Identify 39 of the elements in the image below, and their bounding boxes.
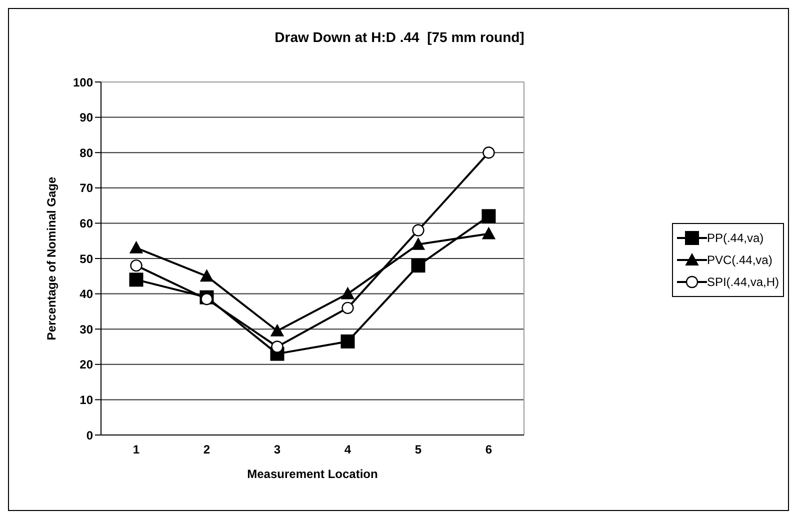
point xyxy=(482,146,495,159)
y-tick-label: 50 xyxy=(80,252,94,266)
point xyxy=(340,334,355,348)
point xyxy=(129,272,144,287)
y-tick-label: 30 xyxy=(80,322,94,336)
legend-label: PP(.44,va) xyxy=(706,230,764,244)
x-tick-label: 5 xyxy=(414,442,422,457)
x-tick-label: 3 xyxy=(274,442,281,457)
x-tick-label: 2 xyxy=(203,442,210,457)
x-tick-label: 1 xyxy=(132,442,140,457)
point xyxy=(200,270,214,282)
y-tick-label: 20 xyxy=(80,358,94,372)
point xyxy=(130,259,142,272)
legend-label: PVC(.44,va) xyxy=(706,252,772,266)
point xyxy=(411,258,426,273)
point xyxy=(130,241,143,254)
y-tick-label: 70 xyxy=(80,181,94,196)
point xyxy=(412,238,425,250)
y-tick-label: 100 xyxy=(72,75,94,90)
x-axis-title: Measurement Location xyxy=(247,467,378,481)
legend-label: SPI(.44,va,H) xyxy=(706,274,779,288)
point xyxy=(412,224,424,236)
y-tick-label: 60 xyxy=(80,216,94,230)
point xyxy=(482,227,496,240)
y-axis-title: Percentage of Nominal Gage xyxy=(44,176,58,340)
point xyxy=(270,324,284,336)
y-tick-label: 80 xyxy=(80,146,94,160)
x-tick-label: 6 xyxy=(485,442,492,457)
point xyxy=(482,209,496,224)
y-tick-label: 40 xyxy=(80,287,94,302)
y-tick-label: 0 xyxy=(86,428,94,442)
x-tick-label: 4 xyxy=(344,442,352,457)
chart-title: Draw Down at H:D .44 [75 mm round] xyxy=(274,29,526,45)
point xyxy=(341,287,354,300)
y-tick-label: 10 xyxy=(80,392,94,407)
point xyxy=(271,340,284,353)
point xyxy=(342,302,354,314)
y-tick-label: 90 xyxy=(80,110,94,125)
point xyxy=(200,292,213,306)
